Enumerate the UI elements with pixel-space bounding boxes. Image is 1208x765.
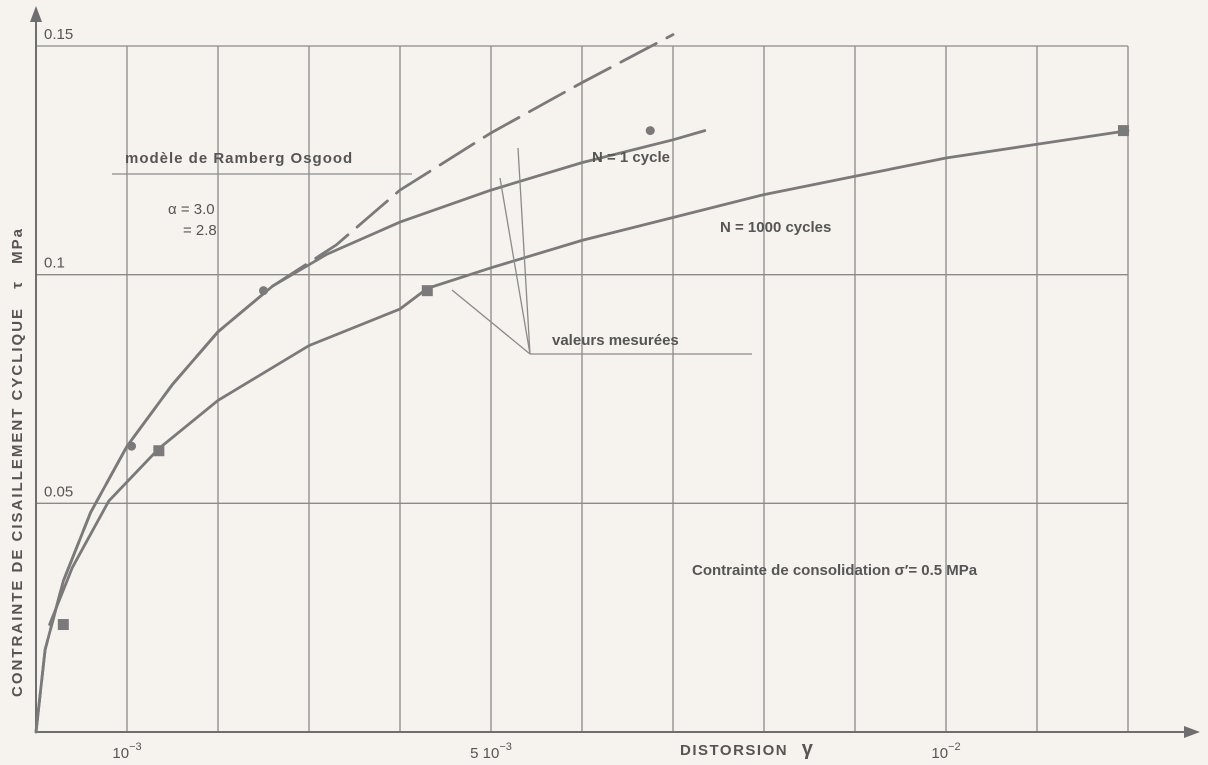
series-line-2: [48, 129, 1130, 626]
consolidation-label: Contrainte de consolidation σ′= 0.5 MPa: [692, 562, 978, 579]
x-tick-label: 10−2: [931, 741, 960, 762]
alpha-line-2: = 2.8: [183, 222, 217, 239]
y-tick-label: 0.1: [44, 255, 65, 272]
x-tick-label: 5 10−3: [470, 741, 512, 762]
x-tick-label: 10−3: [112, 741, 141, 762]
data-point-circle: [259, 286, 268, 296]
measured-leader-3: [451, 289, 531, 355]
axes: [30, 6, 1200, 738]
grid-lines: [36, 45, 1129, 732]
y-axis-title: CONTRAINTE DE CISAILLEMENT CYCLIQUE τ MP…: [9, 227, 26, 697]
ramberg-osgood-label: modèle de Ramberg Osgood: [125, 150, 353, 167]
series-layer: [34, 33, 1130, 734]
y-tick-label: 0.05: [44, 483, 73, 500]
data-point-square: [57, 619, 69, 631]
data-point-square: [153, 445, 165, 457]
x-axis-title: DISTORSION γ: [680, 738, 814, 760]
data-point-circle: [645, 126, 655, 136]
measured-leader-1: [499, 177, 531, 355]
tick-labels: 0.05 0.1 0.15 10−3 5 10−3 10−2: [44, 26, 961, 762]
data-point-square: [1117, 125, 1129, 137]
n1000-label: N = 1000 cycles: [720, 219, 831, 236]
n1-label: N = 1 cycle: [592, 149, 670, 166]
measured-leader-2: [517, 147, 531, 355]
data-point-square: [421, 285, 433, 297]
alpha-line-1: α = 3.0: [168, 201, 215, 218]
y-axis-arrow: [30, 6, 42, 22]
data-point-circle: [127, 441, 137, 451]
measured-values-label: valeurs mesurées: [552, 332, 679, 349]
x-axis-arrow: [1184, 726, 1200, 738]
series-line-3: [34, 33, 675, 734]
y-tick-label: 0.15: [44, 26, 73, 43]
marker-layer: [57, 125, 1129, 631]
